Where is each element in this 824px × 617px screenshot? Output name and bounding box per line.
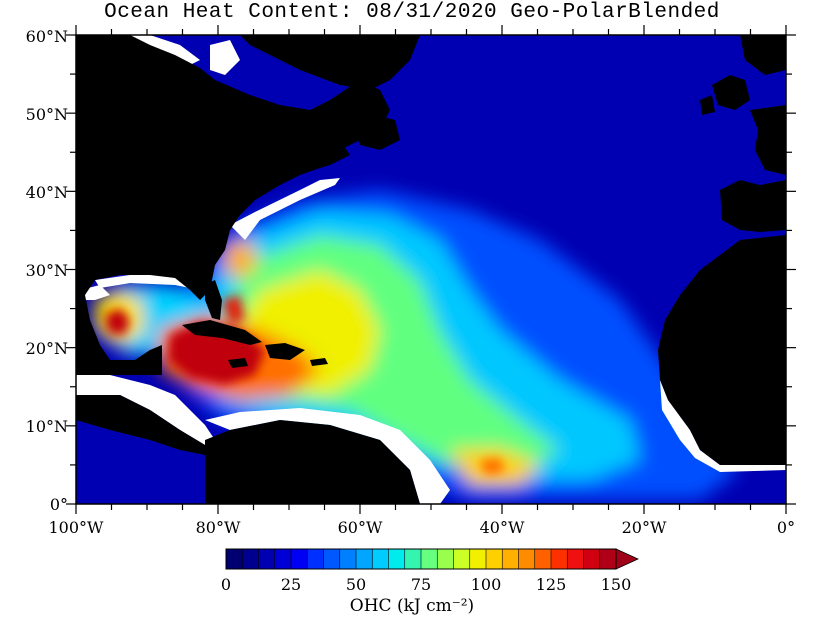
lon-label-100w: 100°W bbox=[49, 518, 105, 537]
cb-label-0: 0 bbox=[221, 575, 231, 594]
colorbar-swatch bbox=[420, 548, 439, 570]
heat-zone-gulfstream bbox=[225, 240, 258, 280]
lon-label-0: 0° bbox=[777, 518, 795, 537]
land-iceland-scandinavia bbox=[740, 35, 786, 75]
nodata-us-coast bbox=[230, 178, 340, 240]
nodata-central-america bbox=[76, 375, 215, 445]
land-central-america bbox=[76, 395, 205, 455]
nodata-greenland-edge bbox=[210, 40, 240, 75]
land-masses bbox=[76, 35, 786, 504]
colorbar-overflow-arrow bbox=[615, 548, 639, 570]
map-plot-area bbox=[76, 35, 786, 504]
longitude-labels: 100°W 80°W 60°W 40°W 20°W 0° bbox=[49, 518, 796, 537]
lat-label-40n: 40°N bbox=[26, 183, 68, 202]
land-africa bbox=[658, 235, 786, 465]
colorbar-swatch bbox=[469, 548, 487, 570]
colorbar-swatch bbox=[566, 548, 585, 570]
land-hispaniola bbox=[265, 343, 305, 360]
colorbar-swatch bbox=[258, 548, 276, 570]
land-jamaica bbox=[228, 358, 248, 368]
map-title: Ocean Heat Content: 08/31/2020 Geo-Polar… bbox=[104, 1, 720, 24]
colorbar-swatch bbox=[339, 548, 357, 570]
lat-label-0: 0° bbox=[50, 495, 68, 514]
land-newfoundland bbox=[350, 115, 400, 150]
colorbar-swatch bbox=[290, 548, 309, 570]
lat-label-50n: 50°N bbox=[26, 105, 68, 124]
cb-label-75: 75 bbox=[411, 575, 431, 594]
axis-ticks bbox=[66, 25, 796, 514]
lat-label-10n: 10°N bbox=[26, 417, 68, 436]
colorbar-labels: 0 25 50 75 100 125 150 bbox=[221, 575, 631, 594]
colorbar-swatch bbox=[388, 548, 406, 570]
hotspot-bahamas bbox=[222, 295, 245, 325]
lat-label-30n: 30°N bbox=[26, 261, 68, 280]
land-british-isles bbox=[712, 75, 750, 110]
colorbar-swatch bbox=[485, 548, 504, 570]
colorbar-outline bbox=[225, 548, 617, 570]
land-france bbox=[750, 105, 786, 175]
nodata-africa-coast bbox=[660, 380, 786, 472]
land-cuba bbox=[182, 320, 262, 345]
colorbar-swatch bbox=[583, 548, 601, 570]
lon-label-60w: 60°W bbox=[338, 518, 383, 537]
lon-label-80w: 80°W bbox=[196, 518, 241, 537]
land-puerto-rico bbox=[310, 358, 328, 366]
cb-label-100: 100 bbox=[471, 575, 502, 594]
land-south-america bbox=[205, 420, 420, 504]
colorbar-swatch bbox=[241, 548, 260, 570]
nodata-gulf-north bbox=[95, 275, 200, 290]
cb-label-50: 50 bbox=[346, 575, 366, 594]
lat-label-60n: 60°N bbox=[26, 27, 68, 46]
cb-label-150: 150 bbox=[601, 575, 632, 594]
nodata-south-america-coast bbox=[205, 408, 450, 504]
cb-label-25: 25 bbox=[281, 575, 301, 594]
hotspot-gulf bbox=[105, 308, 130, 335]
land-nova-scotia bbox=[312, 140, 350, 165]
colorbar-swatch bbox=[274, 548, 292, 570]
colorbar-swatch bbox=[306, 548, 325, 570]
colorbar-swatch bbox=[371, 548, 390, 570]
hotspot-equatorial bbox=[480, 458, 505, 475]
colorbar-swatch bbox=[453, 548, 471, 570]
lon-label-40w: 40°W bbox=[480, 518, 525, 537]
latitude-labels: 60°N 50°N 40°N 30°N 20°N 10°N 0° bbox=[26, 27, 68, 514]
colorbar-swatch bbox=[550, 548, 569, 570]
colorbar-unit-label: OHC (kJ cm⁻²) bbox=[349, 596, 475, 616]
colorbar-swatch bbox=[518, 548, 536, 570]
land-north-america bbox=[76, 35, 390, 375]
colorbar-swatch bbox=[436, 548, 455, 570]
colorbar-swatch bbox=[225, 548, 244, 570]
land-florida bbox=[205, 280, 222, 320]
colorbar-swatch bbox=[355, 548, 374, 570]
colorbar bbox=[225, 548, 639, 570]
land-ireland bbox=[700, 95, 715, 115]
cb-label-125: 125 bbox=[536, 575, 567, 594]
land-europe-iberia bbox=[720, 180, 786, 232]
colorbar-swatch bbox=[404, 548, 422, 570]
lon-label-20w: 20°W bbox=[622, 518, 667, 537]
colorbar-swatch bbox=[599, 548, 617, 570]
colorbar-swatch bbox=[534, 548, 552, 570]
colorbar-swatch bbox=[501, 548, 520, 570]
land-greenland-tip bbox=[240, 35, 420, 90]
lat-label-20n: 20°N bbox=[26, 339, 68, 358]
colorbar-swatch bbox=[323, 548, 341, 570]
